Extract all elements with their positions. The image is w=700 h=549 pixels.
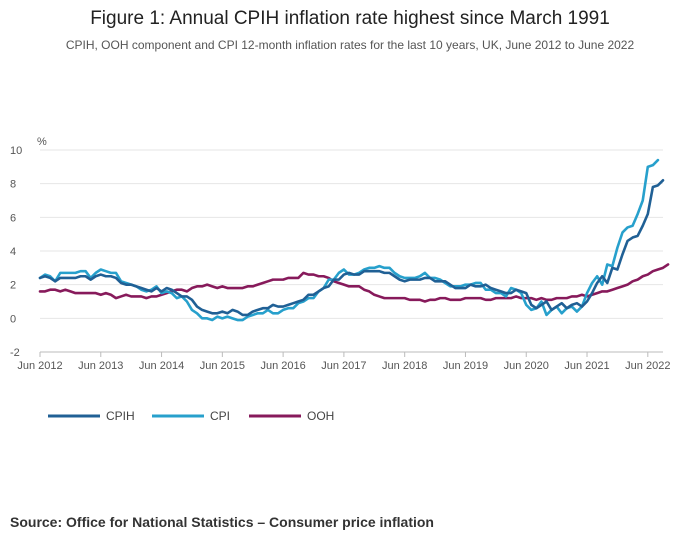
- x-tick-label: Jun 2015: [200, 360, 245, 372]
- series-layer: [38, 158, 670, 322]
- x-tick-label: Jun 2020: [504, 360, 549, 372]
- y-axis-unit: %: [37, 136, 47, 148]
- legend-label-cpih: CPIH: [106, 409, 135, 423]
- y-tick-label: -2: [10, 347, 20, 359]
- y-tick-label: 10: [10, 145, 22, 157]
- x-tick-label: Jun 2013: [78, 360, 123, 372]
- chart-subtitle: CPIH, OOH component and CPI 12-month inf…: [65, 38, 635, 52]
- x-tick-label: Jun 2022: [625, 360, 670, 372]
- legend-label-ooh: OOH: [307, 409, 334, 423]
- y-tick-label: 2: [10, 280, 16, 292]
- x-tick-label: Jun 2017: [321, 360, 366, 372]
- y-tick-label: 8: [10, 179, 16, 191]
- x-tick-label: Jun 2018: [382, 360, 427, 372]
- source-note: Source: Office for National Statistics –…: [10, 514, 434, 530]
- y-tick-label: 4: [10, 246, 16, 258]
- legend: CPIH CPI OOH: [48, 409, 334, 423]
- series-line-ooh: [38, 263, 670, 303]
- axis-layer: -2 0 2 4 6 8 10% Jun 2012 Jun 2013 Jun 2014 Jun 20…: [10, 136, 670, 372]
- chart-title: Figure 1: Annual CPIH inflation rate hig…: [90, 8, 610, 29]
- grid-layer: [40, 149, 663, 353]
- x-tick-label: Jun 2014: [139, 360, 184, 372]
- x-tick-label: Jun 2016: [260, 360, 305, 372]
- series-line-cpih: [38, 179, 665, 317]
- x-tick-label: Jun 2021: [564, 360, 609, 372]
- y-tick-label: 6: [10, 212, 16, 224]
- legend-label-cpi: CPI: [210, 409, 230, 423]
- x-tick-label: Jun 2019: [443, 360, 488, 372]
- x-tick-label: Jun 2012: [17, 360, 62, 372]
- y-tick-label: 0: [10, 313, 16, 325]
